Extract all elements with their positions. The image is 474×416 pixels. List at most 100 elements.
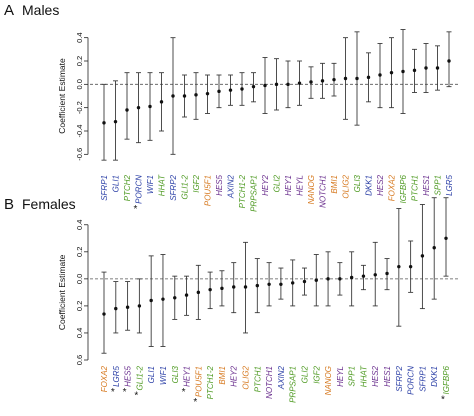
- point-estimate: [173, 296, 177, 300]
- point-estimate: [255, 283, 260, 288]
- point-estimate: [385, 271, 389, 276]
- gene-label: PRPSAP1: [250, 175, 259, 212]
- gene-label: NOTCH1: [265, 366, 274, 399]
- gene-label: PTCH1: [253, 366, 262, 392]
- point-estimate: [290, 281, 295, 285]
- point-estimate: [408, 264, 413, 269]
- point-estimate: [125, 305, 130, 309]
- gene-label: AXIN2: [227, 174, 236, 199]
- gene-label: PTCH2: [123, 174, 132, 201]
- gene-label: LGR5: [112, 365, 121, 386]
- point-estimate: [217, 89, 221, 94]
- panel-a-title: Males: [22, 2, 59, 18]
- point-estimate: [194, 93, 198, 97]
- y-tick-label: 0.0: [75, 79, 84, 89]
- point-estimate: [444, 236, 448, 240]
- gene-label: HEY1: [284, 175, 293, 196]
- point-estimate: [424, 66, 428, 70]
- gene-label: IGF2: [192, 174, 201, 192]
- gene-label: HEYL: [336, 366, 345, 387]
- panel-b-letter: B: [4, 196, 14, 213]
- gene-label: FOXA2: [100, 365, 109, 392]
- point-estimate: [205, 91, 210, 96]
- point-estimate: [159, 100, 164, 104]
- gene-label: HES5: [124, 365, 133, 386]
- point-estimate: [279, 282, 283, 286]
- gene-label: GLI3: [353, 174, 362, 192]
- y-tick-label: 0.6: [75, 355, 84, 365]
- point-estimate: [309, 80, 313, 84]
- point-estimate: [171, 94, 175, 98]
- gene-label: WIF1: [159, 366, 168, 385]
- point-estimate: [240, 87, 244, 91]
- point-estimate: [338, 277, 342, 281]
- y-tick-label: -0.4: [75, 125, 84, 138]
- point-estimate: [102, 312, 106, 316]
- significance-star: *: [182, 387, 186, 398]
- point-estimate: [113, 119, 118, 124]
- point-estimate: [432, 246, 436, 250]
- point-estimate: [263, 83, 267, 88]
- gene-label: HES1: [383, 366, 392, 387]
- point-estimate: [220, 286, 224, 291]
- panel-b-title: Females: [22, 196, 76, 212]
- gene-label: HEY2: [261, 174, 270, 195]
- gene-label: HES2: [376, 174, 385, 195]
- gene-label: NANOG: [324, 366, 333, 395]
- gene-label: HEY2: [230, 365, 239, 386]
- gene-label: PORCN: [135, 175, 144, 204]
- point-estimate: [267, 282, 271, 286]
- y-tick-label: 0.2: [75, 301, 84, 311]
- significance-star: *: [134, 390, 138, 401]
- gene-label: GLI1-2: [181, 174, 190, 199]
- point-estimate: [378, 73, 382, 77]
- gene-label: PRPSAP1: [289, 366, 298, 403]
- point-estimate: [149, 298, 153, 303]
- significance-star: *: [193, 397, 197, 408]
- y-tick-label: -0.6: [75, 148, 84, 161]
- gene-label: WIF1: [146, 175, 155, 194]
- gene-label: HEYL: [296, 175, 305, 196]
- point-estimate: [447, 59, 451, 63]
- gene-label: HES2: [371, 365, 380, 386]
- point-estimate: [401, 69, 405, 74]
- gene-label: NOTCH1: [319, 175, 328, 208]
- point-estimate: [420, 254, 425, 258]
- significance-star: *: [111, 387, 115, 398]
- point-estimate: [208, 287, 212, 292]
- point-estimate: [326, 277, 330, 281]
- gene-label: GLI1: [112, 175, 121, 192]
- panel-a-letter: A: [4, 2, 14, 19]
- gene-label: SFRP2: [395, 365, 404, 391]
- point-estimate: [332, 77, 336, 82]
- significance-star: *: [134, 204, 138, 215]
- point-estimate: [361, 274, 366, 278]
- panel-b-y-axis-label: Coefficient Estimate: [57, 254, 67, 330]
- point-estimate: [114, 306, 118, 311]
- gene-label: IGF2: [312, 365, 321, 383]
- point-estimate: [136, 105, 141, 110]
- point-estimate: [320, 79, 325, 83]
- gene-label: IGFBP6: [399, 174, 408, 203]
- gene-label: SPP1: [348, 366, 357, 386]
- point-estimate: [228, 88, 233, 92]
- gene-label: GLI2: [273, 174, 282, 192]
- gene-label: SFRP1: [100, 175, 109, 201]
- gene-label: LGR5: [445, 174, 454, 195]
- point-estimate: [286, 82, 290, 87]
- significance-star: *: [123, 387, 127, 398]
- point-estimate: [366, 75, 371, 80]
- point-estimate: [196, 290, 201, 295]
- gene-label: OLIG2: [242, 365, 251, 389]
- gene-label: SFRP2: [169, 174, 178, 200]
- panel-a-y-axis-label: Coefficient Estimate: [57, 58, 67, 134]
- point-estimate: [243, 285, 248, 289]
- gene-label: GLI3: [171, 365, 180, 383]
- point-estimate: [232, 285, 236, 289]
- y-tick-label: 0.4: [75, 328, 84, 338]
- y-tick-label: 0.0: [75, 274, 84, 284]
- gene-label: NANOG: [307, 175, 316, 204]
- panel-a-plot: -0.6 -0.4 -0.2 0.0 0.2 0.4 SFRP1 GLI1 PTCH2 PORCN…: [75, 29, 458, 215]
- point-estimate: [161, 297, 165, 301]
- point-estimate: [274, 82, 279, 87]
